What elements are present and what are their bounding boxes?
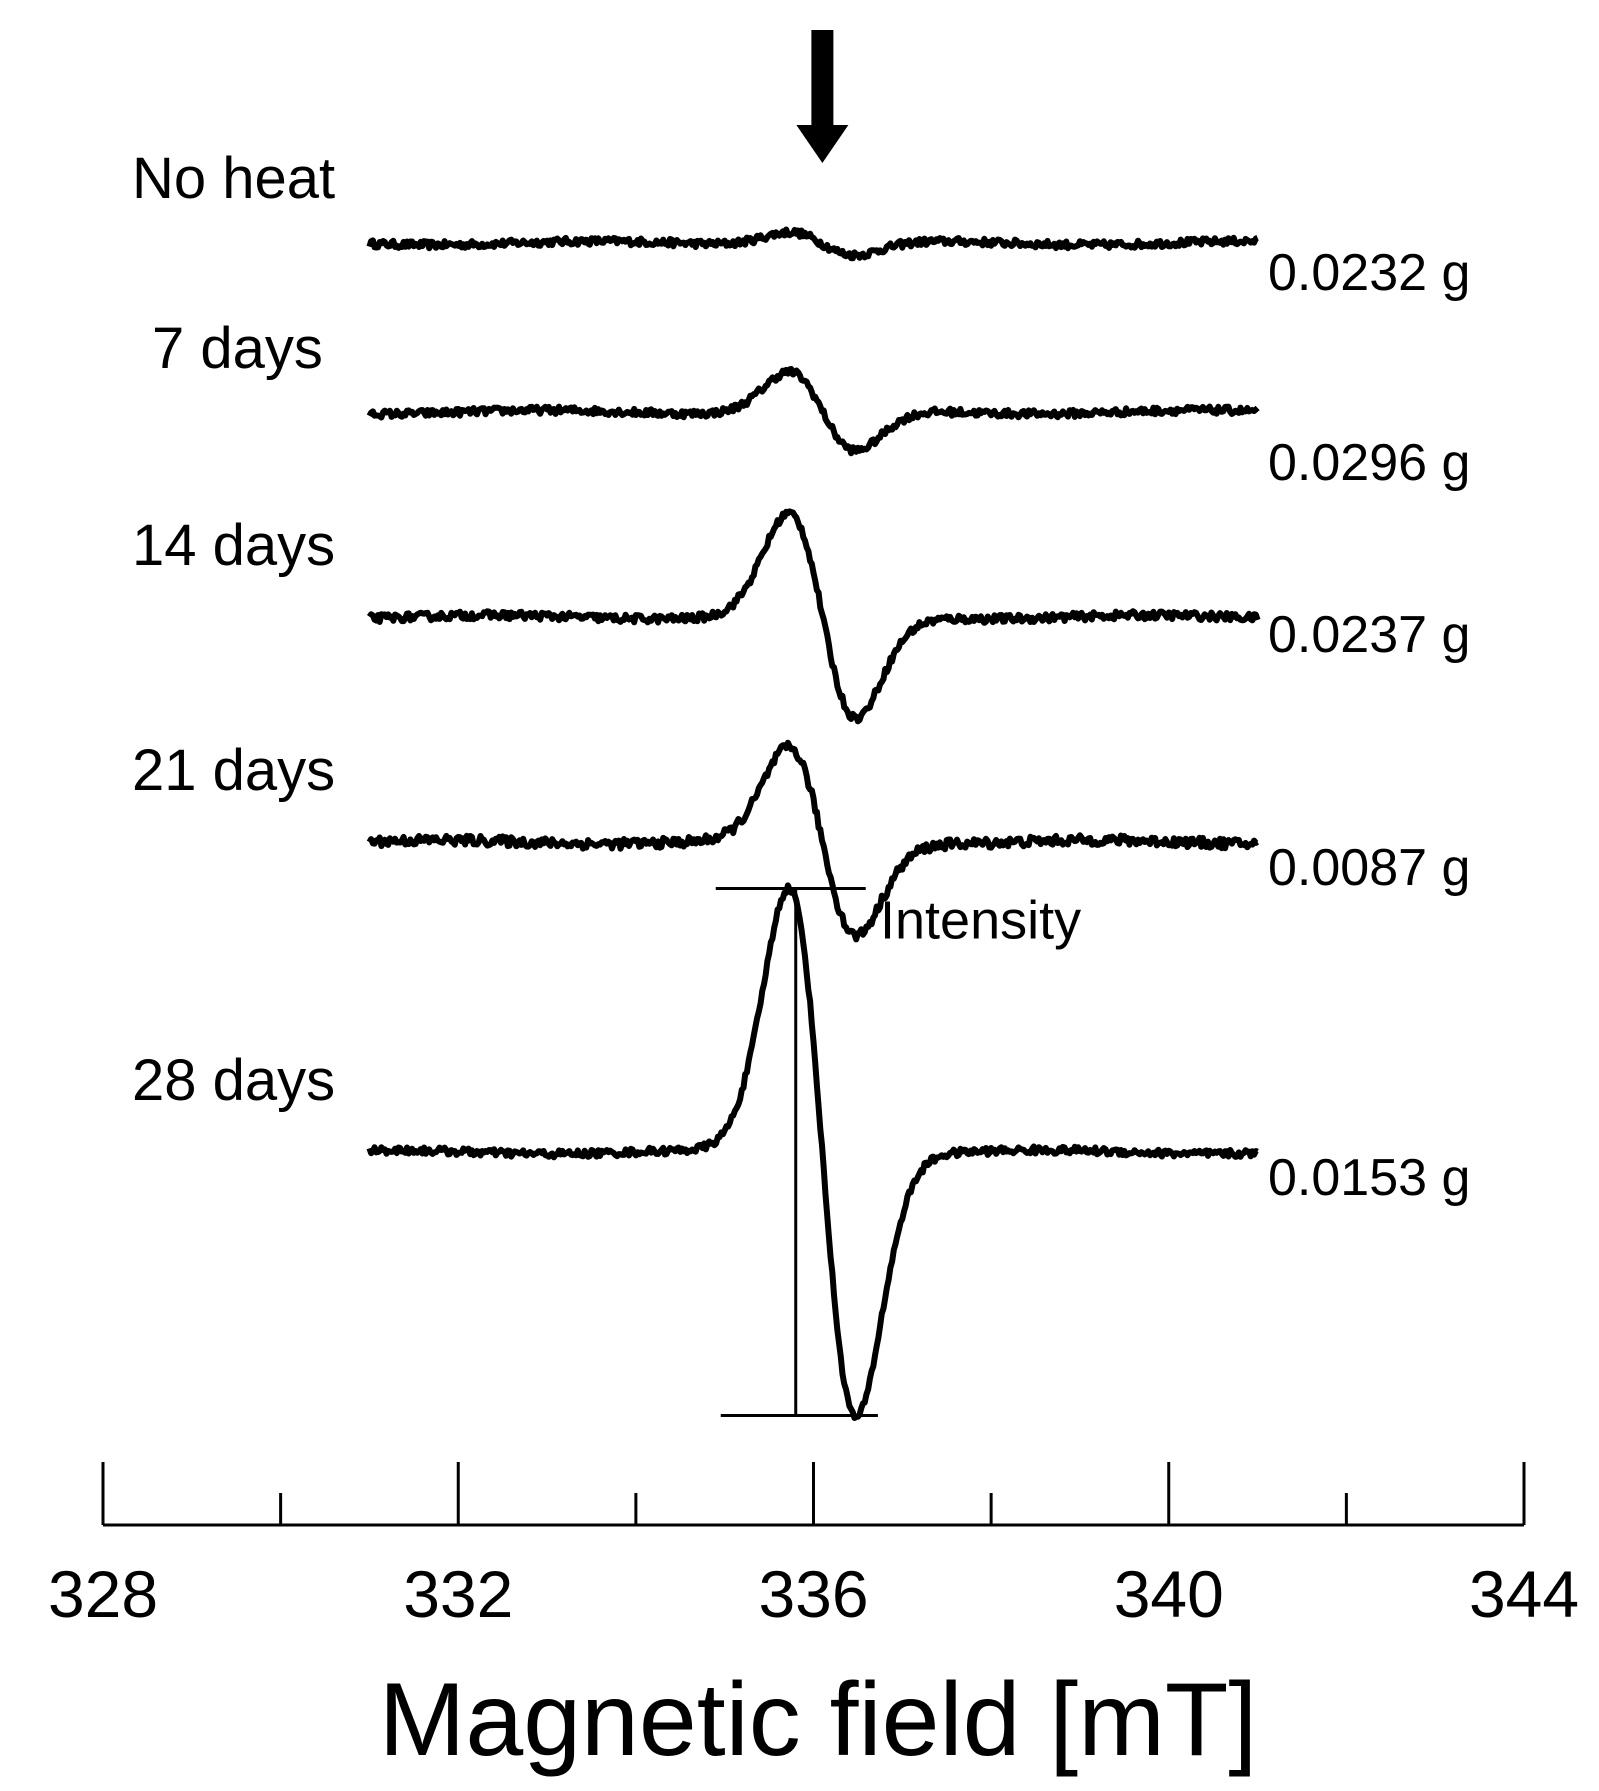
- x-tick-label: 332: [403, 1557, 513, 1631]
- x-tick-label: 340: [1114, 1557, 1224, 1631]
- mass-label-21-days: 0.0087 g: [1268, 839, 1470, 897]
- x-tick-label: 344: [1469, 1557, 1579, 1631]
- mass-label-14-days: 0.0237 g: [1268, 606, 1470, 664]
- mass-label-28-days: 0.0153 g: [1268, 1149, 1470, 1207]
- x-tick-label: 328: [48, 1557, 158, 1631]
- trace-label-7-days: 7 days: [152, 316, 323, 381]
- spectrum-trace-14-days: [366, 508, 1261, 725]
- trace-label-14-days: 14 days: [132, 513, 335, 578]
- trace-label-21-days: 21 days: [132, 738, 335, 803]
- trace-label-no-heat: No heat: [132, 146, 335, 211]
- x-axis-ticks: 328 332 336 340 344: [48, 1462, 1579, 1631]
- mass-label-7-days: 0.0296 g: [1268, 434, 1470, 492]
- mass-label-no-heat: 0.0232 g: [1268, 244, 1470, 302]
- x-axis-title: Magnetic field [mT]: [379, 1662, 1258, 1778]
- arrow-down-icon: [796, 30, 849, 163]
- spectrum-trace-21-days: [366, 739, 1260, 943]
- spectrum-trace-7-days: [366, 366, 1260, 457]
- intensity-label: Intensity: [880, 891, 1081, 951]
- intensity-annotation: Intensity: [715, 887, 1081, 1417]
- spectrum-trace-no-heat: [366, 226, 1259, 262]
- x-tick-label: 336: [758, 1557, 868, 1631]
- trace-label-28-days: 28 days: [132, 1048, 335, 1113]
- spectrum-trace-28-days: [366, 882, 1259, 1421]
